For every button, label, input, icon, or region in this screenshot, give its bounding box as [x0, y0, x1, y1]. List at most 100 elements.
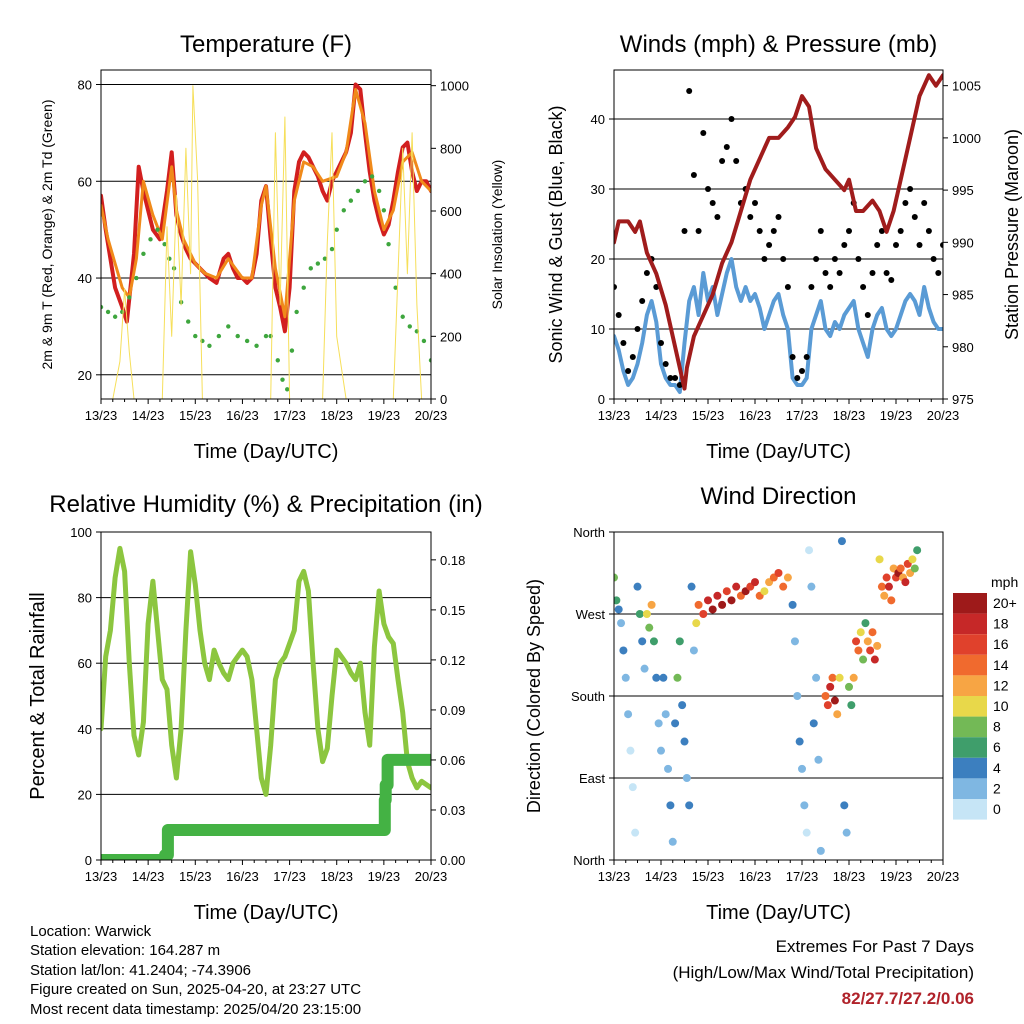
direction-point [835, 673, 844, 682]
dewpoint-point [301, 285, 306, 290]
y-right-tick-label: 1000 [440, 79, 469, 94]
dewpoint-point [207, 343, 212, 348]
gust-point [620, 340, 627, 346]
dewpoint-point [127, 295, 132, 300]
legend-swatch [953, 696, 987, 717]
data-area [614, 73, 943, 394]
speed-legend: mph 20+ 18 16 14 12 10 8 6 4 2 0 [953, 574, 1018, 820]
direction-point [884, 582, 893, 591]
direction-point [788, 600, 797, 609]
direction-point [727, 596, 736, 605]
chart-title: Winds (mph) & Pressure (mb) [620, 31, 937, 58]
direction-point [816, 846, 825, 855]
y-tick-label: 30 [591, 182, 605, 197]
legend-swatch [953, 613, 987, 635]
x-tick-label: 15/23 [692, 408, 725, 423]
dewpoint-point [294, 309, 299, 315]
dewpoint-point [235, 333, 240, 339]
x-tick-label: 13/23 [85, 408, 118, 423]
dewpoint-point [315, 261, 321, 266]
y-tick-label: 20 [591, 252, 605, 267]
x-tick-label: 19/23 [880, 408, 913, 423]
direction-point [901, 578, 910, 587]
dewpoint-point [369, 174, 375, 179]
y-right-tick-label: 1005 [952, 79, 981, 94]
legend-label: 4 [993, 760, 1001, 776]
gust-point [935, 270, 942, 276]
gust-point [831, 256, 838, 262]
legend-swatch [953, 778, 987, 799]
data-area [101, 545, 431, 860]
legend-label: 10 [993, 698, 1009, 714]
dewpoint-point [141, 251, 146, 257]
y-tick-label: 40 [78, 722, 92, 737]
direction-point [718, 600, 727, 609]
direction-point [868, 628, 877, 637]
legend-label: 2 [993, 780, 1001, 796]
direction-point [680, 737, 689, 746]
dewpoint-point [120, 309, 125, 315]
dewpoint-point [101, 304, 104, 310]
gust-point [799, 368, 805, 374]
gust-point [916, 242, 923, 248]
pressure-line [614, 73, 943, 391]
x-tick-label: 14/23 [645, 408, 678, 423]
legend-label: 0 [993, 801, 1001, 817]
x-tick-label: 17/23 [786, 408, 819, 423]
gust-point [878, 228, 885, 234]
gust-point [643, 270, 650, 276]
y-right-tick-label: 0.03 [440, 803, 465, 818]
direction-point [617, 619, 626, 628]
gust-point [841, 242, 848, 248]
direction-point [713, 591, 722, 600]
dewpoint-point [254, 343, 259, 348]
direction-point [873, 641, 882, 650]
y-tick-label: East [579, 771, 605, 786]
y-tick-label: 20 [78, 368, 92, 383]
y-tick-label: 40 [591, 112, 605, 127]
dewpoint-point [105, 309, 111, 315]
y-tick-label: 0 [598, 392, 605, 407]
chart-title: Relative Humidity (%) & Precipitation (i… [49, 491, 482, 518]
legend-label: 16 [993, 636, 1009, 652]
y-right-tick-label: 800 [440, 141, 462, 156]
y-right-axis-label: Station Pressure (Maroon) [1002, 129, 1022, 340]
gust-point [658, 340, 664, 346]
x-tick-label: 17/23 [273, 869, 306, 884]
gust-point [733, 158, 740, 164]
gust-point [897, 228, 904, 234]
extremes-box: Extremes For Past 7 Days (High/Low/Max W… [673, 934, 974, 1012]
t9m-line [101, 87, 431, 319]
x-axis-label: Time (Day/UTC) [194, 902, 339, 924]
gust-point [803, 354, 810, 360]
wind-line [614, 257, 943, 394]
y-tick-label: 80 [78, 591, 92, 606]
gust-point [893, 242, 899, 248]
x-tick-label: 14/23 [132, 408, 165, 423]
direction-point [614, 573, 618, 582]
direction-point [704, 596, 712, 605]
humidity-chart: 13/23 14/23 15/23 16/23 17/23 18/23 19/23 20/23… [27, 491, 483, 924]
gust-point [780, 256, 787, 262]
legend-label: 14 [993, 657, 1009, 673]
y-tick-label: 60 [78, 174, 92, 189]
direction-point [638, 637, 647, 646]
gust-point [940, 242, 943, 248]
direction-point [870, 655, 879, 664]
y-right-tick-label: 0.00 [440, 853, 465, 868]
direction-point [689, 646, 698, 655]
dewpoint-point [386, 241, 391, 247]
y-right-axis-label: Solar Insolation (Yellow) [489, 160, 505, 310]
direction-point [821, 692, 830, 700]
direction-point [845, 682, 853, 691]
y-tick-label: 60 [78, 656, 92, 671]
direction-point [671, 719, 680, 728]
dewpoint-point [334, 227, 339, 232]
direction-point [790, 637, 799, 646]
dewpoint-point [400, 314, 405, 319]
gust-point [723, 144, 730, 150]
x-axis-label: Time (Day/UTC) [194, 441, 339, 463]
direction-point [913, 546, 922, 555]
dewpoint-point [348, 198, 354, 203]
x-tick-label: 15/23 [692, 869, 725, 884]
